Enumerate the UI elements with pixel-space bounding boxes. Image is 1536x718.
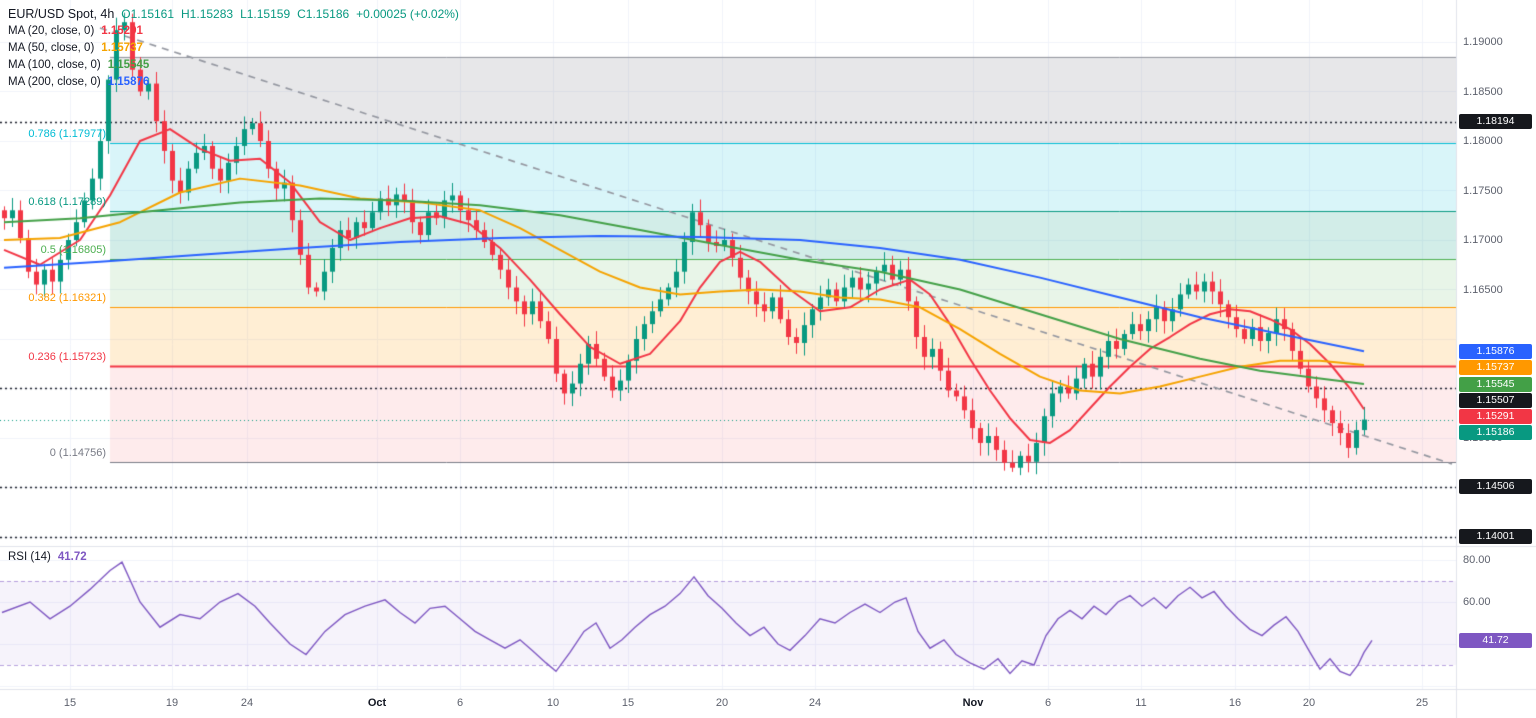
rsi-tick: 60.00 bbox=[1463, 596, 1491, 608]
time-tick: 6 bbox=[1044, 697, 1052, 709]
price-badge-ma200: 1.15876 bbox=[1459, 343, 1532, 359]
price-tick: 1.18500 bbox=[1463, 85, 1503, 98]
time-tick: 16 bbox=[1228, 697, 1242, 709]
price-badge-ma20: 1.15291 bbox=[1459, 408, 1532, 424]
ma100-value: 1.15545 bbox=[107, 59, 150, 71]
ma100-legend-row[interactable]: MA (100, close, 0) 1.15545 bbox=[8, 57, 459, 74]
rsi-label: RSI (14) bbox=[8, 551, 51, 563]
time-tick: Nov bbox=[962, 697, 984, 709]
price-tick: 1.17500 bbox=[1463, 184, 1503, 197]
time-tick: 15 bbox=[621, 697, 635, 709]
rsi-value-badge: 41.72 bbox=[1459, 632, 1532, 648]
time-tick: 24 bbox=[240, 697, 254, 709]
ohlc-change: +0.00025 (+0.02%) bbox=[356, 7, 459, 21]
rsi-tick: 80.00 bbox=[1463, 554, 1491, 566]
price-badge-level: 1.18194 bbox=[1459, 114, 1532, 130]
price-badge-level: 1.15507 bbox=[1459, 392, 1532, 408]
ma200-legend-row[interactable]: MA (200, close, 0) 1.15876 bbox=[8, 74, 459, 91]
ma50-legend-row[interactable]: MA (50, close, 0) 1.15737 bbox=[8, 40, 459, 57]
price-badge-ma100: 1.15545 bbox=[1459, 376, 1532, 392]
time-tick: 20 bbox=[1302, 697, 1316, 709]
time-tick: 25 bbox=[1415, 697, 1429, 709]
symbol-title: EUR/USD Spot, 4h bbox=[8, 7, 115, 21]
ohlc-low: L1.15159 bbox=[240, 7, 291, 21]
ma20-legend-row[interactable]: MA (20, close, 0) 1.15291 bbox=[8, 23, 459, 40]
chart-legend: EUR/USD Spot, 4h O1.15161 H1.15283 L1.15159… bbox=[8, 6, 459, 91]
ma100-label: MA (100, close, 0) bbox=[8, 59, 101, 71]
ma50-label: MA (50, close, 0) bbox=[8, 42, 95, 54]
price-badge-level: 1.14506 bbox=[1459, 479, 1532, 495]
fib-0786-label: 0.786 (1.17977) bbox=[28, 128, 106, 141]
rsi-legend-row[interactable]: RSI (14) 41.72 bbox=[8, 551, 87, 563]
price-badge-last: 1.15186 bbox=[1459, 424, 1532, 440]
time-tick: 10 bbox=[546, 697, 560, 709]
symbol-row[interactable]: EUR/USD Spot, 4h O1.15161 H1.15283 L1.15159… bbox=[8, 6, 459, 23]
ohlc-close: C1.15186 bbox=[297, 7, 350, 21]
ma20-value: 1.15291 bbox=[101, 25, 143, 37]
ohlc-high: H1.15283 bbox=[181, 7, 234, 21]
fib-0382-label: 0.382 (1.16321) bbox=[28, 292, 106, 305]
time-tick: 15 bbox=[63, 697, 77, 709]
fib-0618-label: 0.618 (1.17289) bbox=[28, 196, 106, 209]
time-tick: 11 bbox=[1135, 697, 1147, 709]
fib-05-label: 0.5 (1.16805) bbox=[40, 244, 106, 257]
price-badge-level: 1.14001 bbox=[1459, 529, 1532, 545]
ma200-label: MA (200, close, 0) bbox=[8, 76, 101, 88]
price-tick: 1.16500 bbox=[1463, 283, 1503, 296]
price-tick: 1.19000 bbox=[1463, 36, 1503, 48]
price-tick: 1.17000 bbox=[1463, 234, 1503, 246]
fib-0236-label: 0.236 (1.15723) bbox=[28, 351, 106, 364]
time-tick: 19 bbox=[165, 697, 179, 709]
time-tick: 20 bbox=[715, 697, 729, 709]
ma200-value: 1.15876 bbox=[107, 76, 150, 88]
price-tick: 1.18000 bbox=[1463, 135, 1503, 147]
ma20-label: MA (20, close, 0) bbox=[8, 25, 95, 37]
rsi-legend-value: 41.72 bbox=[57, 551, 87, 563]
price-badge-ma50: 1.15737 bbox=[1459, 359, 1532, 375]
ma50-value: 1.15737 bbox=[101, 42, 143, 54]
fib-0-label: 0 (1.14756) bbox=[49, 447, 106, 460]
time-tick: 24 bbox=[808, 697, 822, 709]
time-tick: 6 bbox=[456, 697, 464, 709]
ohlc-open: O1.15161 bbox=[121, 7, 175, 21]
time-tick: Oct bbox=[367, 697, 387, 709]
